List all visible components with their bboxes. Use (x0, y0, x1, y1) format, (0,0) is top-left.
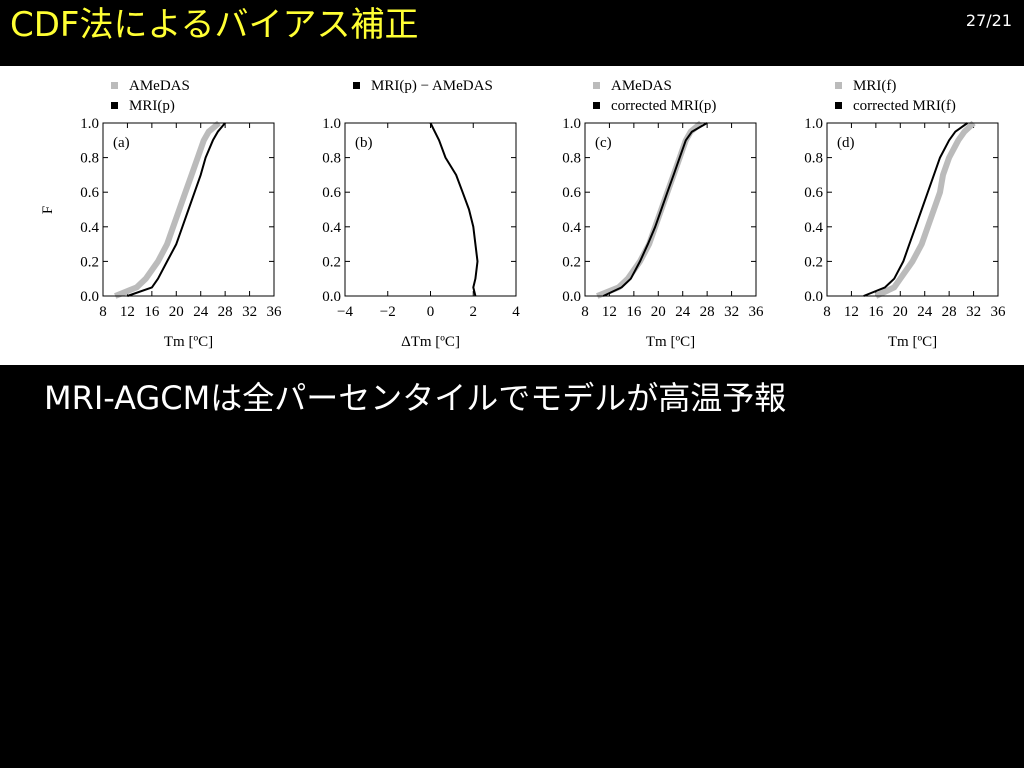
x-tick-label: 2 (470, 304, 478, 320)
x-tick-label: 0 (427, 304, 435, 320)
x-tick-label: 8 (823, 304, 831, 320)
y-tick-label: 0.2 (80, 254, 99, 270)
y-tick-label: 0.6 (322, 185, 341, 201)
y-tick-label: 0.2 (562, 254, 581, 270)
x-tick-label: 32 (724, 304, 739, 320)
x-tick-label: 16 (626, 304, 642, 320)
x-tick-label: 36 (749, 304, 765, 320)
legend-label: AMeDAS (611, 78, 672, 94)
x-axis-label: Tm [ºC] (646, 334, 695, 350)
x-tick-label: 12 (120, 304, 135, 320)
y-tick-label: 0.8 (80, 151, 99, 167)
x-axis-label: ΔTm [ºC] (401, 334, 460, 350)
page-number: 27/21 (966, 11, 1012, 30)
x-tick-label: 28 (942, 304, 957, 320)
x-tick-label: 16 (868, 304, 884, 320)
x-tick-label: 8 (581, 304, 589, 320)
cdf-line (602, 122, 708, 297)
cdf-line (863, 122, 969, 297)
y-tick-label: 0.6 (804, 185, 823, 201)
y-tick-label: 0.0 (804, 289, 823, 305)
legend-label: corrected MRI(f) (853, 98, 956, 114)
x-tick-label: 16 (144, 304, 160, 320)
x-axis-label: Tm [ºC] (888, 334, 937, 350)
slide-body: MRI-AGCMは全パーセンタイルでモデルが高温予報 (44, 379, 786, 417)
cdf-line (127, 122, 226, 297)
x-tick-label: 24 (675, 304, 691, 320)
legend-marker (835, 102, 842, 109)
panel-label: (a) (113, 135, 130, 151)
legend-marker (111, 82, 118, 89)
panel-label: (d) (837, 135, 855, 151)
x-axis-label: Tm [ºC] (164, 334, 213, 350)
plot-frame (344, 122, 517, 297)
legend-label: AMeDAS (129, 78, 190, 94)
cdf-line (429, 122, 479, 297)
y-tick-label: 1.0 (80, 116, 99, 132)
x-tick-label: 28 (218, 304, 233, 320)
y-tick-label: 0.6 (80, 185, 99, 201)
legend-marker (111, 102, 118, 109)
y-tick-label: 0.8 (322, 151, 341, 167)
figure-background (0, 66, 1024, 365)
y-tick-label: 0.4 (562, 220, 581, 236)
panel-label: (b) (355, 135, 373, 151)
legend-label: MRI(f) (853, 78, 896, 94)
y-tick-label: 0.0 (562, 289, 581, 305)
y-tick-label: 1.0 (804, 116, 823, 132)
y-tick-label: 0.0 (80, 289, 99, 305)
x-tick-label: 32 (242, 304, 257, 320)
y-axis-label: F (40, 206, 56, 214)
x-tick-label: 20 (893, 304, 908, 320)
y-tick-label: 0.2 (804, 254, 823, 270)
plot-frame (584, 122, 757, 297)
x-tick-label: 24 (917, 304, 933, 320)
y-tick-label: 0.0 (322, 289, 341, 305)
legend-label: MRI(p) − AMeDAS (371, 78, 493, 94)
y-tick-label: 0.6 (562, 185, 581, 201)
y-tick-label: 0.4 (322, 220, 341, 236)
legend-marker (593, 82, 600, 89)
y-tick-label: 0.4 (80, 220, 99, 236)
slide-title: CDF法によるバイアス補正 (10, 5, 418, 45)
x-tick-label: 24 (193, 304, 209, 320)
x-tick-label: 12 (844, 304, 859, 320)
y-tick-label: 0.4 (804, 220, 823, 236)
x-tick-label: 12 (602, 304, 617, 320)
cdf-line (114, 120, 221, 299)
x-tick-label: 20 (651, 304, 666, 320)
y-tick-label: 1.0 (322, 116, 341, 132)
legend-marker (835, 82, 842, 89)
legend-label: corrected MRI(p) (611, 98, 716, 114)
x-tick-label: −4 (337, 304, 353, 320)
plot-frame (826, 122, 999, 297)
legend-label: MRI(p) (129, 98, 175, 114)
x-tick-label: −2 (380, 304, 396, 320)
cdf-line (874, 120, 976, 299)
x-tick-label: 28 (700, 304, 715, 320)
x-tick-label: 32 (966, 304, 981, 320)
x-tick-label: 36 (991, 304, 1007, 320)
x-tick-label: 36 (267, 304, 283, 320)
y-tick-label: 0.8 (804, 151, 823, 167)
legend-marker (353, 82, 360, 89)
y-tick-label: 1.0 (562, 116, 581, 132)
legend-marker (593, 102, 600, 109)
plot-frame (102, 122, 275, 297)
x-tick-label: 4 (512, 304, 520, 320)
x-tick-label: 20 (169, 304, 184, 320)
x-tick-label: 8 (99, 304, 107, 320)
panel-label: (c) (595, 135, 612, 151)
y-tick-label: 0.2 (322, 254, 341, 270)
y-tick-label: 0.8 (562, 151, 581, 167)
